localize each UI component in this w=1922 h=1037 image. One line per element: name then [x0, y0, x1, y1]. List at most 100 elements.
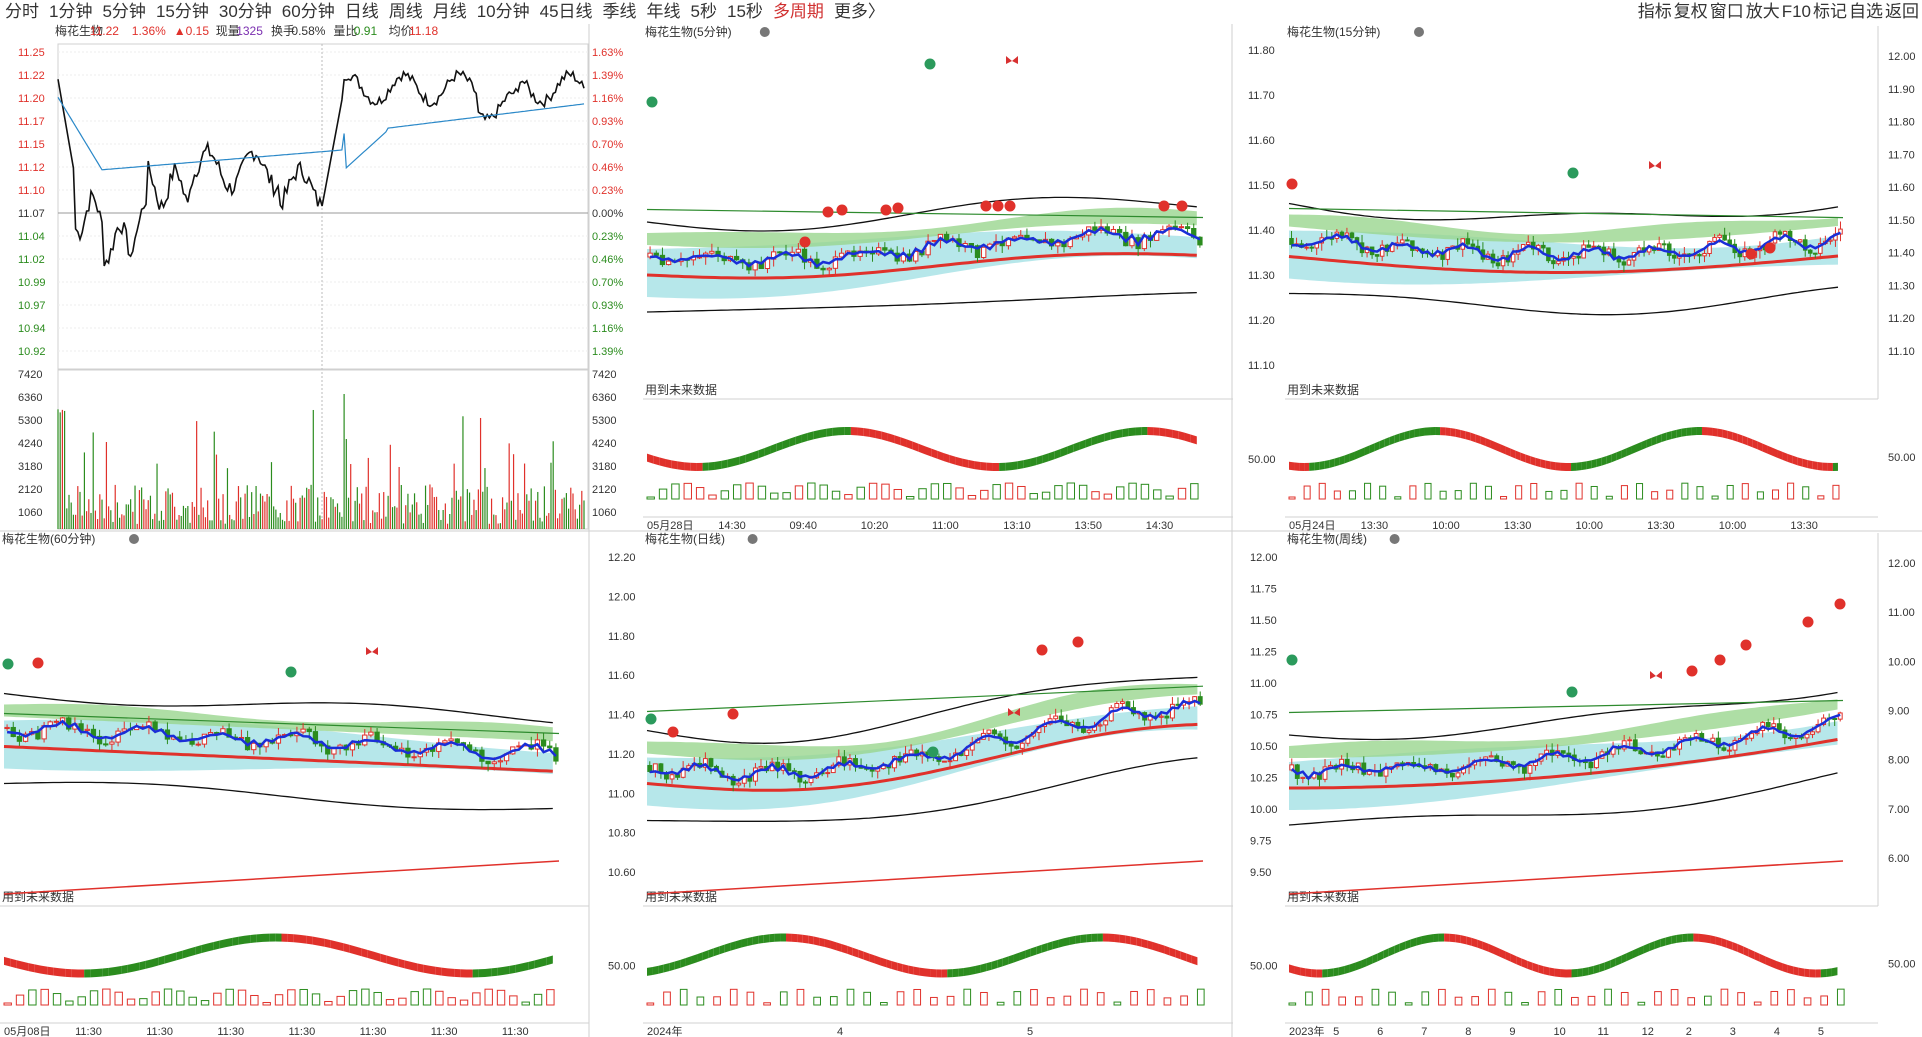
- period-tab-13[interactable]: 5秒: [690, 2, 718, 21]
- sub-wave-segment: [47, 966, 54, 976]
- sub-wave-segment: [1440, 427, 1446, 436]
- period-tab-11[interactable]: 季线: [602, 2, 637, 21]
- sub-wave-segment: [930, 968, 937, 978]
- period-tab-3[interactable]: 15分钟: [155, 2, 209, 21]
- sub-wave-segment: [1566, 462, 1572, 471]
- sub-wave-segment: [647, 453, 654, 464]
- toolbar-right-item-1[interactable]: 复权: [1673, 2, 1708, 21]
- period-tab-8[interactable]: 月线: [432, 2, 467, 21]
- sub-wave-segment: [1809, 969, 1816, 978]
- panel-title: 梅花生物(60分钟): [2, 531, 95, 546]
- date-tick: 10:00: [1432, 520, 1460, 532]
- toolbar-right-item-5[interactable]: 标记: [1813, 2, 1847, 21]
- sub-wave-segment: [807, 431, 814, 441]
- y-axis-tick: 9.75: [1250, 836, 1271, 848]
- candle-body: [947, 760, 953, 763]
- sub-wave-segment: [1405, 939, 1411, 950]
- sub-wave-segment: [1064, 937, 1070, 947]
- date-tick: 2024年: [647, 1024, 682, 1037]
- sub-wave-segment: [139, 960, 146, 971]
- period-tab-14[interactable]: 15秒: [727, 2, 763, 21]
- candle-body: [709, 250, 715, 254]
- sell-signal-icon: [1286, 654, 1298, 666]
- period-tab-16[interactable]: 更多〉: [833, 2, 885, 21]
- period-tab-5[interactable]: 60分钟: [281, 2, 335, 21]
- sub-histogram-bar: [1637, 1001, 1646, 1006]
- period-tab-6[interactable]: 日线: [344, 2, 379, 21]
- sub-wave-segment: [986, 462, 993, 471]
- sub-wave-segment: [1153, 427, 1160, 436]
- candle-body: [349, 743, 356, 751]
- period-tab-12[interactable]: 年线: [646, 2, 681, 21]
- period-tab-9[interactable]: 10分钟: [476, 2, 530, 21]
- candle-body: [803, 781, 808, 784]
- sub-wave-segment: [1752, 439, 1758, 450]
- sub-wave-segment: [454, 968, 461, 978]
- intraday-change_pct: 1.36%: [132, 24, 166, 38]
- sub-wave-segment: [968, 459, 975, 470]
- candle-body: [733, 255, 740, 261]
- sub-wave-segment: [1765, 956, 1771, 967]
- y-axis-tick: 11.40: [608, 710, 635, 722]
- period-tab-15[interactable]: 多周期: [772, 2, 824, 21]
- ma-blue: [649, 699, 1201, 782]
- sub-wave-segment: [1631, 444, 1637, 455]
- toolbar-right-item-0[interactable]: 指标: [1637, 2, 1672, 21]
- right-axis-tick: 11.30: [1888, 280, 1915, 292]
- period-tab-10[interactable]: 45日线: [539, 2, 593, 21]
- sub-wave-segment: [652, 965, 659, 975]
- sub-wave-segment: [1636, 441, 1642, 453]
- sub-histogram-bar: [472, 992, 481, 1006]
- candle-body: [1576, 255, 1581, 259]
- sub-wave-segment: [874, 955, 881, 966]
- vol-tick: 2120: [18, 484, 42, 496]
- sub-wave-segment: [1726, 939, 1733, 950]
- sub-wave-segment: [1586, 460, 1592, 470]
- sub-histogram-bar: [967, 494, 977, 500]
- toolbar-right-item-4[interactable]: F10: [1781, 2, 1811, 21]
- sub-wave-segment: [1294, 462, 1300, 471]
- period-tab-1[interactable]: 1分钟: [49, 2, 93, 21]
- toolbar-right-item-2[interactable]: 窗口: [1709, 2, 1744, 21]
- sub-wave-segment: [1727, 430, 1733, 441]
- period-tab-7[interactable]: 周线: [388, 2, 423, 21]
- sub-wave-segment: [1676, 934, 1683, 943]
- cloud-band: [1289, 214, 1838, 243]
- sub-wave-segment: [1108, 933, 1115, 943]
- sub-histogram-bar: [1670, 989, 1679, 1006]
- sub-wave-segment: [875, 430, 882, 440]
- period-tab-0[interactable]: 分时: [5, 2, 39, 21]
- sub-wave-segment: [858, 949, 864, 960]
- sub-histogram-bar: [1737, 992, 1745, 1006]
- sub-wave-segment: [962, 458, 969, 468]
- candle-body: [786, 763, 792, 772]
- sub-wave-segment: [1002, 956, 1009, 967]
- period-tab-2[interactable]: 5分钟: [102, 2, 146, 21]
- toolbar-right-item-7[interactable]: 返回: [1885, 2, 1919, 21]
- candle-body: [758, 765, 764, 769]
- sub-wave-segment: [1515, 450, 1521, 461]
- sub-histogram-bar: [509, 995, 518, 1006]
- sub-histogram-bar: [139, 998, 148, 1006]
- period-tab-4[interactable]: 30分钟: [218, 2, 272, 21]
- sell-signal-icon: [285, 666, 297, 678]
- pct-tick: 1.16%: [592, 323, 623, 335]
- sub-wave-segment: [84, 969, 91, 978]
- ma-green-long: [3, 712, 560, 735]
- sub-wave-segment: [152, 957, 159, 968]
- sub-wave-segment: [997, 958, 1003, 969]
- vol-tick-right: 7420: [592, 369, 616, 381]
- sub-wave-segment: [1354, 449, 1360, 460]
- sub-wave-segment: [1757, 441, 1763, 452]
- candle-body: [992, 729, 997, 735]
- sub-wave-segment: [1374, 441, 1380, 452]
- sub-wave-segment: [819, 428, 827, 438]
- sub-wave-segment: [1114, 934, 1120, 943]
- toolbar-right-item-3[interactable]: 放大: [1745, 2, 1780, 21]
- sub-wave-segment: [1787, 964, 1794, 975]
- sub-wave-segment: [1698, 933, 1705, 943]
- sub-wave-segment: [1656, 434, 1662, 444]
- toolbar-right-item-6[interactable]: 自选: [1849, 2, 1883, 21]
- candle-body: [1732, 739, 1738, 751]
